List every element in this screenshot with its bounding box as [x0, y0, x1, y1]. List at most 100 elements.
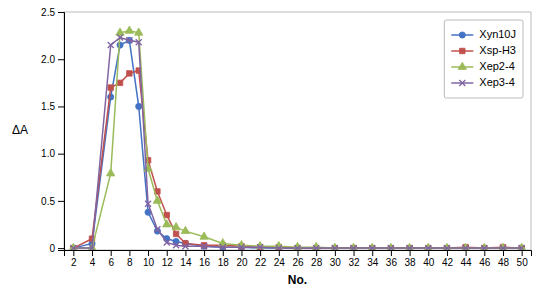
tick: 28 [311, 250, 323, 268]
point [238, 244, 244, 250]
tick-mark [410, 250, 411, 256]
tick-label: 50 [517, 257, 529, 268]
point [145, 201, 151, 207]
legend: Xyn10JXsp-H3Xep2-4Xep3-4 [444, 20, 523, 98]
point [443, 243, 451, 250]
point [425, 245, 431, 250]
tick-mark [484, 250, 485, 256]
tick-mark [58, 201, 64, 202]
tick-mark [260, 250, 261, 256]
tick-label: 42 [442, 257, 454, 268]
tick-mark [185, 250, 186, 256]
tick-mark [167, 250, 168, 256]
legend-item: Xep3-4 [451, 76, 514, 88]
tick: 1.5 [41, 101, 64, 112]
legend-marker [459, 80, 465, 86]
point [69, 243, 77, 250]
tick-mark [204, 250, 205, 256]
tick-mark [111, 250, 112, 256]
point [519, 245, 525, 250]
point [463, 245, 469, 250]
point [351, 245, 357, 250]
tick-mark [298, 250, 299, 256]
point [276, 245, 282, 250]
tick-mark [391, 250, 392, 256]
legend-item: Xyn10J [451, 28, 516, 40]
tick-label: 32 [348, 257, 360, 268]
point [257, 244, 263, 250]
legend-marker [460, 48, 465, 53]
tick-mark [241, 250, 242, 256]
tick: 0.5 [41, 196, 64, 207]
tick-label: 40 [423, 257, 435, 268]
tick: 12 [162, 250, 174, 268]
legend-label: Xyn10J [479, 28, 516, 40]
point [163, 220, 171, 227]
tick: 40 [423, 250, 435, 268]
point [172, 223, 180, 230]
point [388, 245, 394, 250]
tick-mark [372, 250, 373, 256]
point [424, 243, 432, 250]
point [164, 212, 169, 217]
tick: 34 [367, 250, 379, 268]
tick-label: 8 [127, 257, 133, 268]
tick: 20 [236, 250, 248, 268]
tick-mark [316, 250, 317, 256]
tick-label: 4 [90, 257, 96, 268]
tick: 30 [330, 250, 342, 268]
point [220, 244, 226, 250]
point [387, 243, 395, 250]
tick-label: 0 [49, 243, 55, 254]
tick-label: 12 [162, 257, 174, 268]
point [154, 226, 160, 232]
point [107, 169, 115, 176]
tick: 50 [517, 250, 529, 268]
point [108, 85, 113, 90]
tick-label: 20 [236, 257, 248, 268]
legend-marker [459, 32, 465, 38]
tick: 8 [127, 250, 133, 268]
point [313, 245, 319, 250]
point [70, 245, 76, 250]
x-axis-title: No. [288, 273, 307, 287]
tick-label: 34 [367, 257, 379, 268]
tick: 36 [386, 250, 398, 268]
legend-marker [458, 62, 466, 69]
point [89, 245, 95, 250]
tick: 46 [479, 250, 491, 268]
tick-mark [223, 250, 224, 256]
tick: 48 [498, 250, 510, 268]
point [117, 80, 122, 85]
tick-mark [503, 250, 504, 256]
tick-label: 36 [386, 257, 398, 268]
axis-line [65, 251, 532, 257]
chart: 2468101214161820222426283032343638404244… [0, 0, 545, 290]
tick-mark [428, 250, 429, 256]
point [461, 243, 469, 250]
tick-label: 48 [498, 257, 510, 268]
tick: 14 [180, 250, 192, 268]
point [369, 245, 375, 250]
tick-label: 44 [461, 257, 473, 268]
point [116, 28, 124, 35]
tick-mark [354, 250, 355, 256]
point [181, 226, 189, 233]
tick-label: 1.0 [41, 148, 55, 159]
tick-mark [335, 250, 336, 256]
tick: 42 [442, 250, 454, 268]
tick-mark [58, 59, 64, 60]
plot-frame [64, 12, 531, 250]
tick-label: 14 [180, 257, 192, 268]
tick-mark [58, 12, 64, 13]
tick-label: 2 [71, 257, 77, 268]
tick-label: 1.5 [41, 101, 55, 112]
point [173, 242, 179, 248]
point [136, 103, 142, 109]
tick: 38 [405, 250, 417, 268]
series-markers [70, 35, 524, 251]
tick-label: 26 [292, 257, 304, 268]
point [368, 243, 376, 250]
point [200, 232, 208, 239]
point [126, 37, 132, 43]
